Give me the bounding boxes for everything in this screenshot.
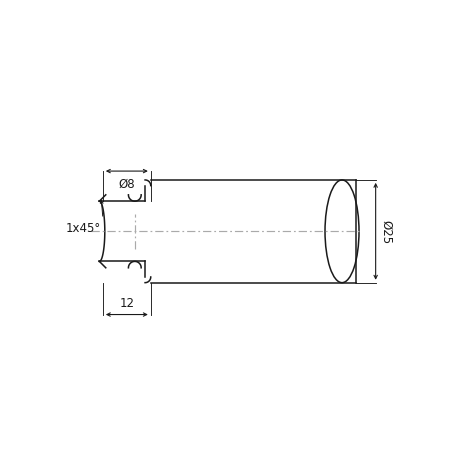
Text: Ø25: Ø25 [379,220,392,244]
Text: 12: 12 [119,297,134,309]
Text: Ø8: Ø8 [118,177,135,190]
Text: 1x45°: 1x45° [66,221,101,234]
